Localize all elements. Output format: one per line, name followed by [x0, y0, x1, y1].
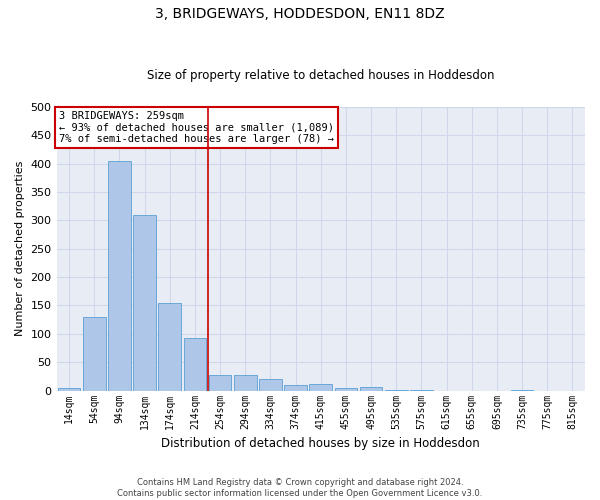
X-axis label: Distribution of detached houses by size in Hoddesdon: Distribution of detached houses by size … — [161, 437, 480, 450]
Bar — [184, 338, 206, 390]
Bar — [58, 388, 80, 390]
Bar — [310, 384, 332, 390]
Bar — [259, 380, 282, 390]
Y-axis label: Number of detached properties: Number of detached properties — [15, 161, 25, 336]
Title: Size of property relative to detached houses in Hoddesdon: Size of property relative to detached ho… — [147, 69, 494, 82]
Bar — [335, 388, 357, 390]
Bar — [360, 387, 382, 390]
Text: 3 BRIDGEWAYS: 259sqm
← 93% of detached houses are smaller (1,089)
7% of semi-det: 3 BRIDGEWAYS: 259sqm ← 93% of detached h… — [59, 111, 334, 144]
Text: 3, BRIDGEWAYS, HODDESDON, EN11 8DZ: 3, BRIDGEWAYS, HODDESDON, EN11 8DZ — [155, 8, 445, 22]
Bar — [108, 160, 131, 390]
Text: Contains HM Land Registry data © Crown copyright and database right 2024.
Contai: Contains HM Land Registry data © Crown c… — [118, 478, 482, 498]
Bar — [209, 374, 232, 390]
Bar — [158, 302, 181, 390]
Bar — [284, 385, 307, 390]
Bar — [234, 374, 257, 390]
Bar — [83, 317, 106, 390]
Bar — [133, 214, 156, 390]
